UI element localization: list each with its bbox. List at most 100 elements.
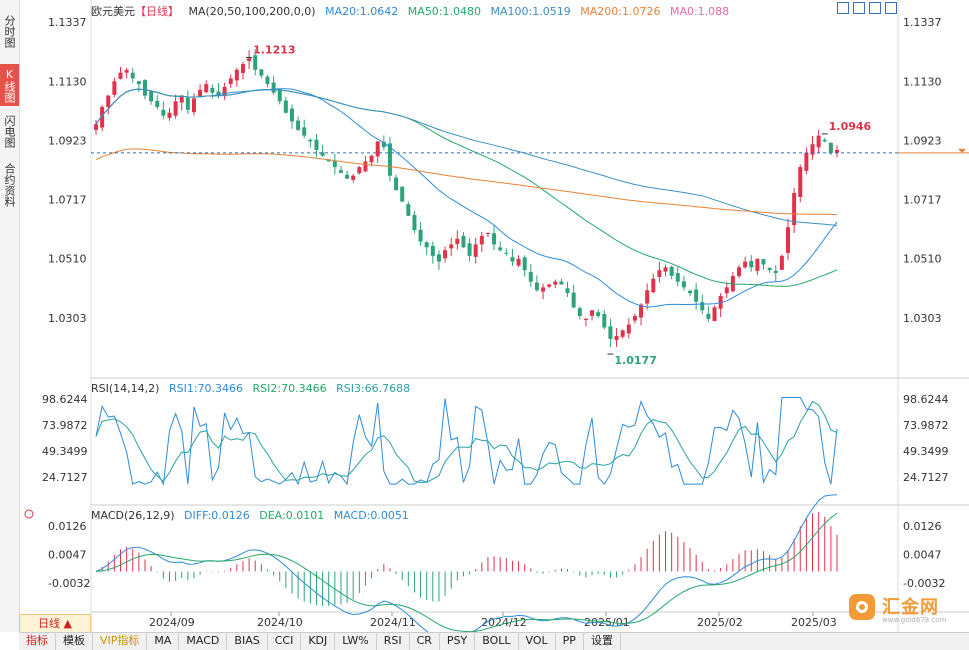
ma200-line [95, 148, 838, 215]
sidebar-tab-2[interactable]: 闪电图 [3, 114, 16, 148]
candle-body-58 [449, 244, 454, 249]
candle-body-73 [541, 287, 546, 292]
candle-body-121 [835, 149, 839, 153]
chart-canvas: 1.1337 1.1337 1.1130 1.1130 1.0923 1.0923 1.07… [24, 0, 969, 632]
candle-body-49 [394, 177, 399, 191]
candle-body-37 [320, 152, 325, 156]
candle-body-39 [332, 161, 337, 168]
toolbar-item-3[interactable]: MA [147, 633, 180, 650]
candle-body-32 [289, 108, 294, 122]
candle-body-108 [755, 258, 760, 271]
toolbar-item-6[interactable]: CCI [268, 633, 302, 650]
candle-body-69 [516, 258, 521, 266]
macd-label[interactable]: MACD(26,12,9) [91, 509, 175, 522]
candle-body-84 [608, 326, 613, 339]
time-label-3: 2024/12 [481, 616, 527, 629]
rsi-tick-right-3: 24.7127 [903, 471, 949, 484]
candle-body-67 [504, 252, 509, 254]
candle-body-89 [639, 304, 644, 318]
candle-body-38 [326, 159, 331, 162]
toolbar-item-4[interactable]: MACD [179, 633, 228, 650]
candle-body-34 [302, 127, 307, 136]
sidebar: 分时图 K线图闪电图合约资料 [0, 0, 20, 632]
rsi3-label: RSI3:66.7688 [336, 382, 411, 395]
candle-body-65 [492, 233, 497, 245]
time-label-1: 2024/10 [257, 616, 303, 629]
toolbar-item-10[interactable]: CR [410, 633, 440, 650]
candle-body-112 [779, 255, 784, 270]
candle-body-8 [142, 80, 147, 96]
candle-body-94 [669, 266, 674, 276]
candle-body-9 [149, 91, 154, 102]
toolbar-item-11[interactable]: PSY [440, 633, 476, 650]
indicator-toolbar: 指标 模板 VIP指标 MA MACD BIAS CCI KDJ LW% RSI CR PSY BOLL… [19, 632, 969, 650]
macd-tick-right-0: 0.0126 [903, 520, 942, 533]
toolbar-item-9[interactable]: RSI [377, 633, 410, 650]
candle-body-80 [583, 318, 588, 321]
rsi1-label: RSI1:70.3466 [168, 382, 244, 395]
candle-body-63 [479, 235, 484, 245]
ma200-label: MA200:1.0726 [580, 5, 661, 18]
price-tick-left-3: 1.0717 [48, 193, 87, 206]
candle-body-30 [277, 88, 282, 102]
dea-label: DEA:0.0101 [259, 509, 325, 522]
fullscreen-icon[interactable] [885, 2, 897, 14]
candle-body-3 [112, 81, 117, 95]
candle-body-7 [136, 81, 141, 85]
toolbar-item-0[interactable]: 指标 [19, 633, 56, 650]
candle-body-92 [657, 270, 662, 277]
candle-body-19 [210, 88, 215, 93]
candle-body-82 [596, 312, 601, 316]
ma-params[interactable]: MA(20,50,100,200,0,0) [188, 5, 316, 18]
candle-body-25 [247, 58, 252, 62]
candle-body-12 [167, 112, 172, 118]
symbol-label: 欧元美元 [91, 5, 135, 18]
toolbar-item-13[interactable]: VOL [519, 633, 556, 650]
candle-body-28 [265, 76, 270, 85]
candle-body-61 [467, 243, 472, 256]
toolbar-item-14[interactable]: PP [556, 633, 584, 650]
rsi1-line [95, 397, 838, 486]
price-tick-left-2: 1.0923 [48, 135, 87, 148]
candle-body-44 [363, 161, 368, 172]
candle-body-31 [283, 100, 288, 113]
price-tick-right-3: 1.0717 [903, 193, 942, 206]
price-tick-left-1: 1.1130 [48, 75, 87, 88]
toolbar-item-1[interactable]: 模板 [56, 633, 93, 650]
candle-body-60 [461, 235, 466, 248]
candle-body-107 [749, 260, 754, 268]
period-button[interactable]: 日线 ▲ [19, 614, 91, 633]
candle-body-109 [761, 259, 766, 265]
ma100-line [95, 88, 838, 226]
rsi-label[interactable]: RSI(14,14,2) [91, 382, 160, 395]
candle-body-99 [700, 302, 705, 311]
candle-body-100 [706, 313, 711, 319]
toolbar-item-5[interactable]: BIAS [227, 633, 268, 650]
zoom-in-icon[interactable] [853, 2, 865, 14]
candle-body-22 [228, 78, 233, 85]
candle-body-66 [498, 247, 503, 251]
candle-body-16 [191, 98, 196, 113]
candle-body-0 [94, 124, 98, 130]
rsi-tick-left-0: 98.6244 [42, 393, 88, 406]
rsi-tick-left-3: 24.7127 [42, 471, 88, 484]
candle-body-50 [400, 186, 405, 202]
zoom-out-icon[interactable] [869, 2, 881, 14]
toolbar-item-7[interactable]: KDJ [301, 633, 336, 650]
crosshair-icon[interactable] [837, 2, 849, 14]
toolbar-item-8[interactable]: LW% [335, 633, 377, 650]
main-legend: 欧元美元【日线】 MA(20,50,100,200,0,0) MA20:1.06… [91, 3, 735, 19]
sidebar-tab-1[interactable]: K线图 [0, 64, 19, 106]
toolbar-item-15[interactable]: 设置 [584, 633, 621, 650]
price-tick-right-4: 1.0510 [903, 253, 942, 266]
candle-body-26 [253, 55, 258, 70]
toolbar-item-2[interactable]: VIP指标 [93, 633, 148, 650]
candle-body-81 [590, 310, 595, 316]
sidebar-tab-0[interactable]: 分时图 [3, 14, 16, 48]
sidebar-tab-3[interactable]: 合约资料 [3, 163, 16, 207]
toolbar-item-12[interactable]: BOLL [475, 633, 519, 650]
candle-body-93 [663, 267, 668, 272]
candle-body-23 [234, 69, 239, 81]
candle-body-17 [198, 89, 203, 97]
candle-body-45 [369, 155, 374, 163]
